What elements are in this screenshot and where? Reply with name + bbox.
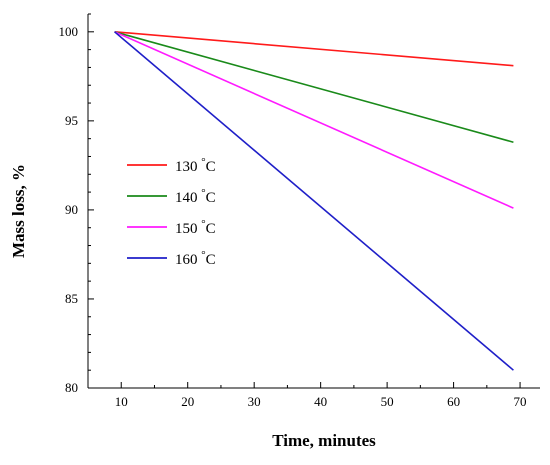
x-tick-label: 30 [248,394,261,409]
x-tick-label: 40 [314,394,327,409]
y-tick-label: 100 [59,24,79,39]
y-tick-label: 95 [65,113,78,128]
legend-label: 140 °C [175,187,216,206]
x-tick-label: 60 [447,394,460,409]
y-tick-label: 80 [65,380,78,395]
legend-label: 160 °C [175,249,216,268]
x-tick-label: 10 [115,394,128,409]
legend: 130 °C 140 °C 150 °C 160 °C [127,156,216,268]
legend-label: 130 °C [175,156,216,175]
series-line [114,31,514,371]
x-axis-title: Time, minutes [272,431,376,450]
legend-label: 150 °C [175,218,216,237]
x-tick-label: 70 [514,394,527,409]
x-tick-label: 50 [381,394,394,409]
y-axis-title: Mass loss, % [9,164,28,258]
series-line [114,31,514,143]
x-tick-label: 20 [181,394,194,409]
y-tick-label: 85 [65,291,78,306]
series-layer [114,31,514,371]
series-line [114,31,514,209]
axes: 10 20 30 40 50 60 70 80 85 90 95 100 [59,13,540,409]
series-line [114,31,514,67]
y-tick-label: 90 [65,202,78,217]
